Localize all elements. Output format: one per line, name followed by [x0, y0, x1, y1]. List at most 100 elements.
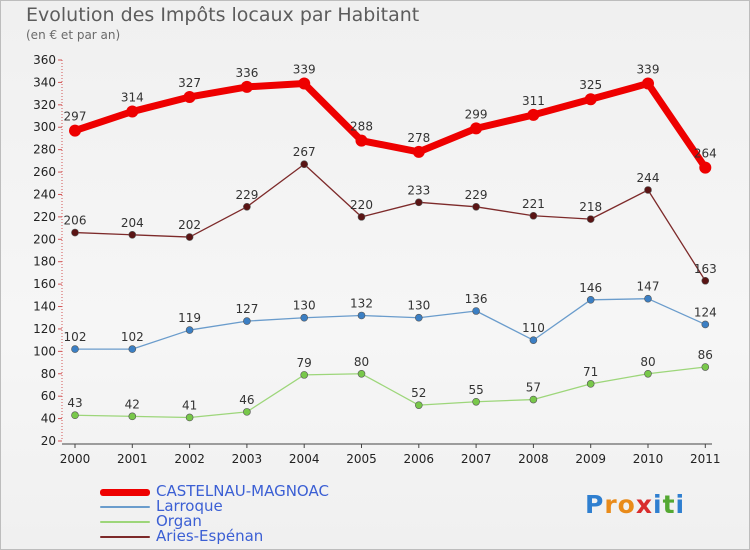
data-point [644, 294, 652, 303]
y-tick-label: 80 [41, 367, 56, 381]
data-point [355, 134, 368, 147]
data-label: 79 [297, 356, 312, 370]
data-point [243, 317, 251, 325]
data-label: 288 [350, 120, 373, 134]
y-tick-label: 100 [33, 344, 56, 358]
x-tick-label: 2004 [289, 452, 320, 466]
chart-axes [58, 59, 712, 448]
chart-title: Evolution des Impôts locaux par Habitant [26, 4, 420, 26]
data-label: 42 [125, 397, 140, 411]
data-point [529, 336, 538, 344]
y-tick-label: 120 [33, 322, 56, 336]
data-label: 204 [121, 216, 144, 230]
data-label: 46 [239, 393, 254, 407]
data-point [128, 231, 137, 239]
data-point [701, 363, 710, 371]
data-label: 130 [293, 299, 316, 313]
data-label: 220 [350, 198, 373, 212]
data-label: 339 [637, 63, 660, 77]
data-point [472, 307, 480, 315]
data-point [529, 211, 538, 220]
x-tick-label: 2003 [232, 452, 263, 466]
data-label: 336 [235, 66, 258, 80]
data-label: 43 [67, 396, 82, 410]
logo-letter: t [662, 490, 676, 519]
data-point [69, 124, 81, 137]
data-point [586, 380, 595, 388]
y-tick-label: 280 [33, 143, 56, 157]
proxiti-logo: Proxiti [585, 490, 685, 519]
data-label: 229 [235, 188, 258, 202]
data-label: 221 [522, 197, 545, 211]
y-tick-label: 360 [33, 53, 56, 67]
data-point [584, 93, 597, 106]
x-tick-label: 2000 [60, 452, 91, 466]
data-point [414, 198, 423, 207]
data-label: 102 [121, 330, 144, 344]
data-point [357, 311, 366, 320]
logo-letter: i [675, 490, 686, 519]
data-label: 339 [293, 63, 316, 77]
data-label: 147 [637, 280, 660, 294]
data-label: 218 [579, 200, 602, 214]
tick-labels: 20 40 60 80 100 120 140 160 180 200 220 240 260 280 30… [33, 53, 720, 466]
series-line [71, 80, 709, 172]
x-tick-label: 2011 [690, 452, 721, 466]
data-point [298, 77, 311, 90]
data-label: 124 [694, 305, 717, 319]
legend-label: Larroque [156, 497, 223, 515]
data-label: 130 [407, 299, 430, 313]
y-tick-label: 340 [33, 75, 56, 89]
data-label: 327 [178, 76, 201, 90]
data-point [412, 145, 425, 158]
y-tick-label: 240 [33, 187, 56, 201]
data-point [240, 80, 253, 93]
data-label: 41 [182, 398, 197, 412]
y-tick-label: 260 [33, 165, 56, 179]
data-label: 146 [579, 281, 602, 295]
data-point [529, 395, 538, 404]
y-tick-label: 300 [33, 120, 56, 134]
data-label: 86 [698, 348, 713, 362]
data-label: 314 [121, 91, 144, 105]
data-label: 202 [178, 218, 201, 232]
data-label: 52 [411, 386, 426, 400]
data-point [128, 412, 137, 421]
data-point [586, 215, 595, 223]
x-tick-label: 2007 [461, 452, 492, 466]
data-point [644, 369, 652, 378]
logo-letter: r [604, 490, 618, 519]
x-tick-label: 2010 [633, 452, 664, 466]
data-label: 267 [293, 145, 316, 159]
logo-letter: o [617, 490, 636, 519]
y-tick-label: 60 [41, 389, 56, 403]
data-point [644, 186, 652, 194]
data-point [472, 202, 480, 211]
y-tick-label: 200 [33, 232, 56, 246]
data-label: 278 [407, 131, 430, 145]
data-label: 136 [465, 292, 488, 306]
data-point [414, 401, 423, 409]
data-label: 119 [178, 311, 201, 325]
y-tick-label: 220 [33, 210, 56, 224]
data-label: 264 [694, 147, 717, 161]
data-label: 233 [407, 183, 430, 197]
y-tick-label: 140 [33, 300, 56, 314]
data-point [185, 326, 194, 334]
data-point [586, 296, 595, 304]
data-label: 325 [579, 78, 602, 92]
y-tick-label: 40 [41, 412, 56, 426]
data-point [699, 161, 712, 174]
data-label: 297 [64, 110, 87, 124]
data-label: 55 [468, 383, 483, 397]
x-tick-label: 2001 [117, 452, 148, 466]
data-point [414, 313, 423, 322]
x-tick-label: 2006 [404, 452, 435, 466]
data-point [185, 413, 194, 422]
series-line [74, 163, 706, 282]
series-line [74, 298, 706, 350]
data-point [71, 345, 79, 353]
x-tick-label: 2005 [346, 452, 377, 466]
data-point [470, 122, 483, 135]
